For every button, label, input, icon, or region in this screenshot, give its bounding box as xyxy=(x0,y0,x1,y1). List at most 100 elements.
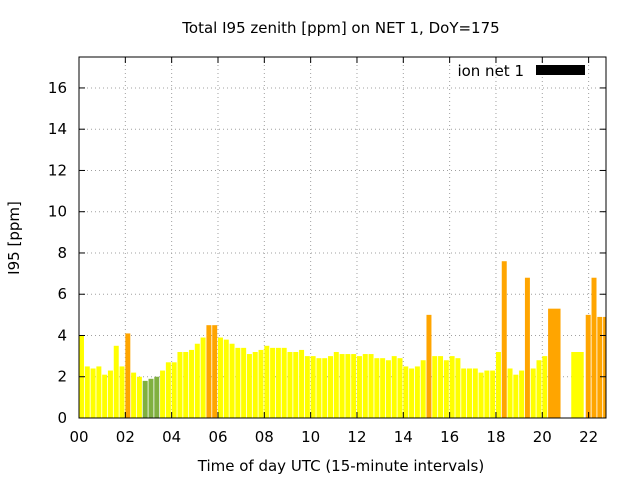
bar xyxy=(420,360,426,418)
y-axis-title: I95 [ppm] xyxy=(5,201,23,275)
bar xyxy=(432,356,438,418)
y-tick-label: 0 xyxy=(57,409,67,427)
legend-swatch xyxy=(536,65,585,75)
bar xyxy=(154,376,160,418)
bar xyxy=(585,314,591,418)
x-tick-label: 16 xyxy=(440,428,459,446)
bar xyxy=(333,351,339,418)
bar xyxy=(281,347,287,418)
x-tick-label: 06 xyxy=(208,428,227,446)
bar xyxy=(287,351,293,418)
bar xyxy=(397,358,403,418)
bar xyxy=(212,325,218,418)
bar xyxy=(472,368,478,418)
bar xyxy=(484,370,490,418)
x-tick-label: 04 xyxy=(162,428,181,446)
y-tick-label: 16 xyxy=(48,79,67,97)
bar xyxy=(264,345,270,418)
y-tick-label: 14 xyxy=(48,120,67,138)
bar xyxy=(548,308,561,418)
bar xyxy=(258,349,264,418)
bar xyxy=(131,372,137,418)
bar xyxy=(603,316,606,418)
bar xyxy=(160,370,166,418)
plot-frame xyxy=(78,56,607,419)
bar xyxy=(356,356,362,418)
bar xyxy=(299,349,305,418)
bar xyxy=(478,372,484,418)
bar xyxy=(229,343,235,418)
bar xyxy=(591,277,597,418)
bar xyxy=(142,380,148,418)
bar xyxy=(90,368,96,418)
bar xyxy=(328,356,334,418)
bar xyxy=(443,360,449,418)
x-tick-label: 22 xyxy=(579,428,598,446)
bar xyxy=(165,362,171,418)
bar xyxy=(519,370,525,418)
bar xyxy=(177,351,183,418)
legend: ion net 1 xyxy=(457,62,585,80)
bar xyxy=(571,351,584,418)
bar xyxy=(374,358,380,418)
x-tick-label: 02 xyxy=(116,428,135,446)
bar xyxy=(339,354,345,418)
bar xyxy=(200,337,206,418)
y-tick-label: 8 xyxy=(57,244,67,262)
bar-series xyxy=(79,261,606,418)
bar xyxy=(597,316,603,418)
bar xyxy=(310,356,316,418)
bar xyxy=(513,374,519,418)
y-tick-label: 4 xyxy=(57,326,67,344)
bar xyxy=(467,368,472,418)
bar xyxy=(136,376,142,418)
bar xyxy=(270,347,276,418)
y-tick-label: 2 xyxy=(57,368,67,386)
bar xyxy=(536,360,542,418)
bar xyxy=(362,354,368,418)
bar xyxy=(293,351,299,418)
x-axis-title: Time of day UTC (15-minute intervals) xyxy=(197,457,484,475)
bar xyxy=(501,261,507,418)
bar xyxy=(107,370,113,418)
bar xyxy=(148,378,154,418)
bar xyxy=(414,366,420,418)
bar xyxy=(316,358,322,418)
bar xyxy=(275,347,281,418)
bar xyxy=(119,366,125,418)
legend-label: ion net 1 xyxy=(457,62,524,80)
bar xyxy=(438,356,444,418)
bar xyxy=(194,343,200,418)
bar xyxy=(409,368,415,418)
bar xyxy=(490,370,496,418)
bar xyxy=(426,314,432,418)
y-tick-label: 6 xyxy=(57,285,67,303)
bar xyxy=(235,347,241,418)
x-tick-label: 00 xyxy=(69,428,88,446)
bar xyxy=(246,354,252,418)
bar xyxy=(351,354,357,418)
bar xyxy=(96,366,102,418)
axis-ticks xyxy=(78,57,606,419)
bar xyxy=(530,368,536,418)
bar xyxy=(507,368,513,418)
x-tick-labels: 00 02 04 06 08 10 12 14 16 18 20 22 xyxy=(69,428,598,446)
bar xyxy=(380,358,386,418)
bar xyxy=(345,354,351,418)
x-tick-label: 08 xyxy=(255,428,274,446)
bar xyxy=(368,354,374,418)
x-tick-label: 18 xyxy=(486,428,505,446)
x-tick-label: 10 xyxy=(301,428,320,446)
bar xyxy=(217,337,223,418)
y-tick-label: 10 xyxy=(48,203,67,221)
bar xyxy=(102,374,108,418)
bar xyxy=(524,277,530,418)
bar xyxy=(542,356,548,418)
bar xyxy=(84,366,90,418)
bar xyxy=(304,356,310,418)
x-tick-label: 20 xyxy=(533,428,552,446)
bar xyxy=(206,325,212,418)
bar xyxy=(455,358,461,418)
bar xyxy=(189,349,195,418)
